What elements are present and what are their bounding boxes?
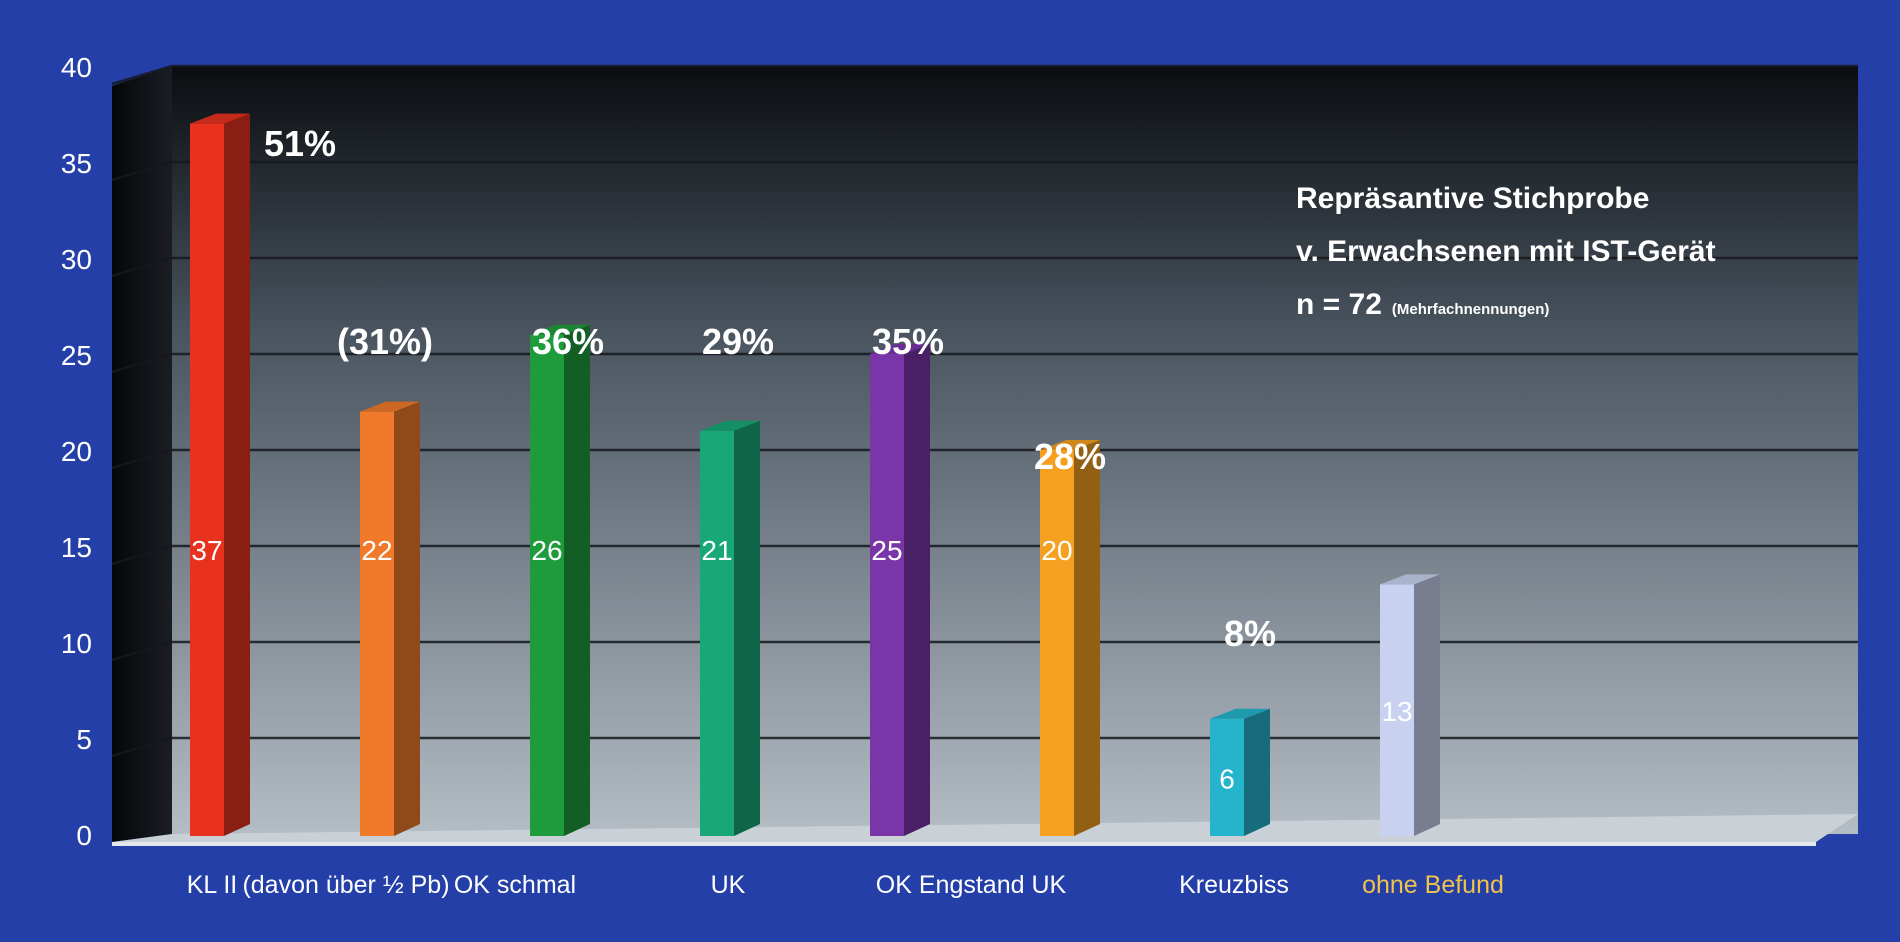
value-label: 37 — [191, 535, 222, 566]
bar-top — [1380, 574, 1440, 585]
plot-floor-edge — [112, 842, 1816, 846]
percent-label: 36% — [532, 321, 604, 362]
annotation-line-1: Repräsantive Stichprobe — [1296, 182, 1649, 215]
bar-side — [734, 420, 760, 836]
gridline-side — [111, 256, 173, 278]
value-label: 13 — [1381, 696, 1412, 727]
percent-label: 8% — [1224, 613, 1276, 654]
y-tick-label: 15 — [61, 532, 92, 563]
x-tick-label: Kreuzbiss — [1179, 871, 1289, 899]
bar-front — [700, 430, 734, 836]
gridline-side — [111, 448, 173, 470]
bar-side — [1244, 708, 1270, 836]
x-tick-label: ohne Befund — [1362, 871, 1504, 899]
percent-label: (31%) — [337, 321, 433, 362]
bar-front — [870, 354, 904, 836]
bar-top — [700, 420, 760, 431]
x-axis-labels: KL II (davon über ½ Pb) OK schmal UK OK Engs… — [187, 871, 1504, 899]
x-tick-label: (davon über ½ Pb) — [242, 871, 449, 899]
annotation-line-2: v. Erwachsenen mit IST-Gerät — [1296, 235, 1716, 268]
value-label: 26 — [531, 535, 562, 566]
bar-side — [904, 344, 930, 836]
bar-top — [530, 324, 590, 335]
gridline-side — [111, 64, 173, 86]
gridline-side — [111, 544, 173, 566]
x-tick-label: KL II — [187, 871, 238, 899]
bar-top — [360, 401, 420, 412]
percent-labels: 51% (31%) 36% 29% 35% 28% 8% — [264, 123, 1276, 654]
bar-front — [190, 123, 224, 837]
bar-front — [360, 411, 394, 836]
y-tick-label: 25 — [61, 340, 92, 371]
bar-front — [1040, 450, 1074, 836]
x-tick-label: UK — [711, 871, 746, 899]
bar-front — [1210, 718, 1244, 836]
y-tick-label: 40 — [61, 52, 92, 83]
gridline-side — [111, 736, 173, 758]
bar-top — [1210, 708, 1270, 719]
gridline-side — [111, 640, 173, 662]
x-tick-label: OK Engstand UK — [876, 871, 1067, 899]
gridline-side — [111, 160, 173, 182]
y-tick-label: 35 — [61, 148, 92, 179]
y-tick-label: 20 — [61, 436, 92, 467]
bar-side — [1414, 574, 1440, 836]
bar-front — [530, 334, 564, 836]
annotation-n-value: n = 72 — [1296, 288, 1382, 321]
y-tick-label: 5 — [76, 724, 92, 755]
percent-label: 28% — [1034, 436, 1106, 477]
bar-side — [564, 324, 590, 836]
percent-label: 29% — [702, 321, 774, 362]
value-label: 6 — [1219, 763, 1235, 794]
value-label: 22 — [361, 535, 392, 566]
value-label: 25 — [871, 535, 902, 566]
value-label: 21 — [701, 535, 732, 566]
bar-side — [1074, 440, 1100, 836]
gridlines — [111, 64, 1858, 758]
annotation-note: (Mehrfachnennungen) — [1392, 301, 1550, 318]
y-tick-label: 10 — [61, 628, 92, 659]
value-label: 20 — [1041, 535, 1072, 566]
bar-top — [870, 344, 930, 354]
bars — [190, 113, 1440, 837]
bar-top — [1040, 440, 1100, 450]
bar-front — [1380, 584, 1414, 836]
value-labels: 37 22 26 21 25 20 6 13 — [191, 535, 1412, 794]
y-tick-label: 0 — [76, 820, 92, 851]
y-tick-label: 30 — [61, 244, 92, 275]
bar-top — [190, 113, 250, 124]
percent-label: 51% — [264, 123, 336, 164]
annotation-box: Repräsantive Stichprobe v. Erwachsenen m… — [1296, 182, 1716, 321]
y-axis-ticks: 0 5 10 15 20 25 30 35 40 — [61, 52, 92, 851]
plot-side-wall — [112, 66, 172, 842]
bar-side — [224, 113, 250, 837]
bar-side — [394, 401, 420, 836]
percent-label: 35% — [872, 321, 944, 362]
gridline-side — [111, 352, 173, 374]
x-tick-label: OK schmal — [454, 871, 576, 899]
annotation-line-3: n = 72 (Mehrfachnennungen) — [1296, 288, 1549, 321]
